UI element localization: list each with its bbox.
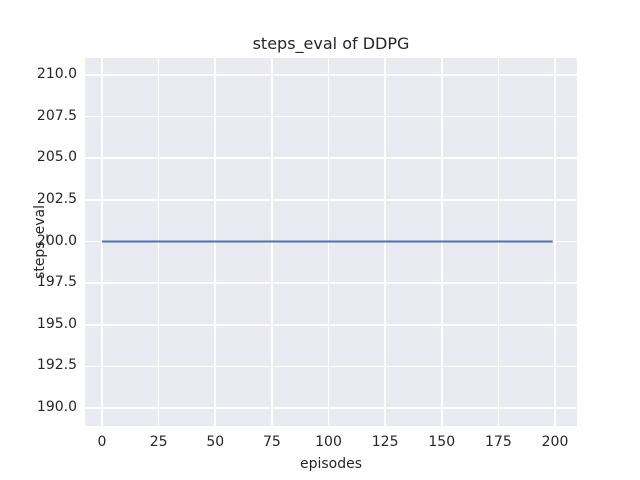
series-layer: [101, 240, 553, 243]
gridline-horizontal: [85, 282, 577, 284]
y-axis-tick-labels: 210.0 207.5 205.0 202.5 200.0 197.5 195.0 192.5…: [0, 58, 77, 426]
x-tick-label: 125: [371, 434, 399, 450]
y-tick-label: 192.5: [36, 357, 77, 374]
x-tick-label: 25: [149, 434, 168, 450]
y-tick-label: 200.0: [36, 232, 77, 249]
gridline-horizontal: [85, 407, 577, 409]
y-tick-label: 205.0: [36, 149, 77, 166]
x-tick-label: 100: [315, 434, 342, 450]
x-axis-tick-labels: 0 25 50 75 100 125 150 175 200: [85, 434, 577, 452]
gridline-horizontal: [85, 199, 577, 201]
plot-area: [85, 58, 577, 426]
x-tick-label: 75: [262, 434, 281, 450]
gridline-horizontal: [85, 115, 577, 118]
y-tick-label: 207.5: [36, 107, 77, 124]
x-tick-label: 175: [485, 434, 512, 450]
gridline-horizontal: [85, 324, 577, 326]
x-axis-label: episodes: [299, 456, 363, 472]
y-tick-label: 190.0: [36, 399, 77, 416]
gridline-horizontal: [85, 74, 577, 76]
y-tick-label: 202.5: [36, 190, 77, 207]
x-tick-label: 150: [428, 434, 456, 450]
y-tick-label: 195.0: [36, 315, 77, 332]
y-tick-label: 210.0: [36, 65, 77, 82]
gridline-horizontal: [85, 157, 577, 159]
y-tick-label: 197.5: [36, 274, 77, 291]
x-tick-label: 0: [97, 434, 107, 450]
chart-title: steps_eval of DDPG: [252, 34, 410, 53]
x-tick-label: 200: [541, 434, 569, 450]
x-tick-label: 50: [206, 434, 225, 450]
y-axis-label: steps_eval: [31, 205, 48, 279]
gridline-horizontal: [85, 365, 577, 368]
